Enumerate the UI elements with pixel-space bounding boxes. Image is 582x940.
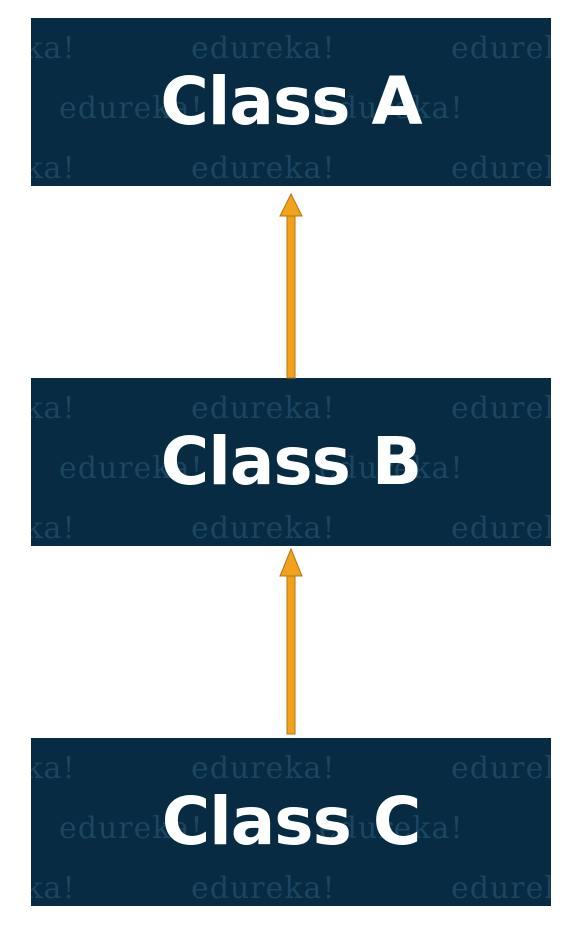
watermark-text: edureka! xyxy=(31,391,76,426)
watermark-text: edureka! xyxy=(31,31,76,66)
watermark-text: edureka! xyxy=(451,31,551,66)
watermark-text: edureka! xyxy=(191,31,336,66)
watermark-text: edureka! xyxy=(191,871,336,906)
watermark-text: edureka! xyxy=(31,871,76,906)
watermark-text: edureka! xyxy=(451,751,551,786)
watermark-text: edureka! xyxy=(191,751,336,786)
arrow-c-to-b xyxy=(279,547,303,735)
watermark-text: edureka! xyxy=(191,151,336,186)
watermark-text: edureka! xyxy=(451,391,551,426)
watermark-text: edureka! xyxy=(451,151,551,186)
watermark-text: edureka! xyxy=(31,751,76,786)
watermark-text: edureka! xyxy=(451,511,551,546)
watermark-text: edureka! xyxy=(31,511,76,546)
watermark-text: edureka! xyxy=(31,151,76,186)
watermark-text: edureka! xyxy=(191,391,336,426)
class-b-label: Class B xyxy=(160,423,422,500)
class-c-box: edureka! edureka! edureka! edureka! edureka!… xyxy=(31,738,551,906)
arrow-b-to-a xyxy=(279,192,303,379)
class-a-label: Class A xyxy=(160,63,422,140)
class-a-box: edureka! edureka! edureka! edureka! edureka!… xyxy=(31,18,551,186)
class-c-label: Class C xyxy=(161,783,422,860)
watermark-text: edureka! xyxy=(191,511,336,546)
class-b-box: edureka! edureka! edureka! edureka! edureka!… xyxy=(31,378,551,546)
watermark-text: edureka! xyxy=(451,871,551,906)
